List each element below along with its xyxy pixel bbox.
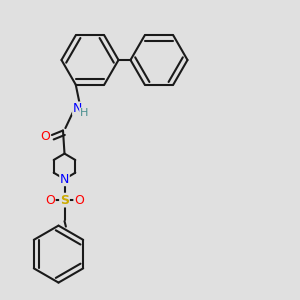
Text: N: N	[73, 102, 82, 115]
Text: O: O	[74, 194, 84, 207]
Text: N: N	[60, 172, 69, 186]
Text: H: H	[80, 108, 88, 118]
Text: O: O	[40, 130, 50, 143]
Text: O: O	[45, 194, 55, 207]
Text: S: S	[60, 194, 69, 207]
